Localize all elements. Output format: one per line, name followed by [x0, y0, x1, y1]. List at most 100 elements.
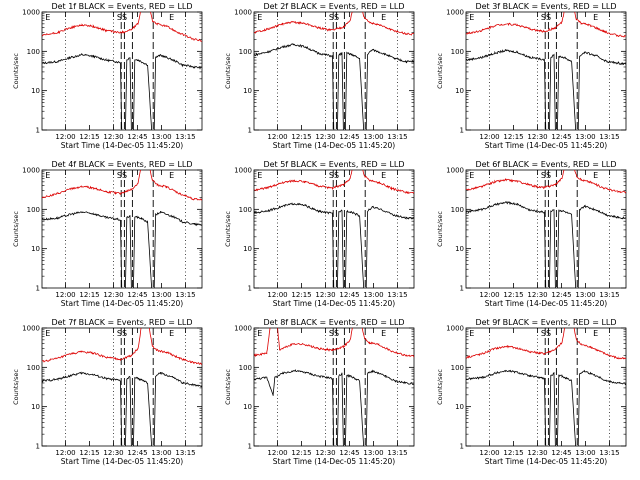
series-events — [466, 369, 626, 446]
flag-marker: E — [169, 329, 174, 338]
x-tick-label: 13:00 — [151, 133, 171, 141]
x-tick-label: 12:15 — [79, 133, 99, 141]
y-tick-label: 10 — [455, 87, 464, 95]
x-axis-label: Start Time (14-Dec-05 11:45:20) — [485, 141, 607, 150]
y-axis-label: Counts/sec — [224, 53, 232, 89]
x-tick-label: 12:30 — [527, 291, 547, 299]
x-tick-label: 12:15 — [291, 291, 311, 299]
y-tick-label: 100 — [451, 364, 464, 372]
panel-1: Det 1f BLACK = Events, RED = LLD 1 10 100 10… — [12, 2, 203, 150]
flag-marker: E — [45, 13, 50, 22]
panel-6: Det 6f BLACK = Events, RED = LLD 1 10 100 10… — [436, 160, 627, 308]
x-tick-label: 12:45 — [339, 449, 359, 457]
y-tick-label: 100 — [239, 206, 252, 214]
y-axis-label: Counts/sec — [12, 211, 20, 247]
y-tick-label: 1000 — [22, 325, 40, 333]
y-tick-label: 1000 — [22, 9, 40, 17]
series-events — [254, 43, 414, 130]
series-events — [466, 49, 626, 130]
y-axis-label: Counts/sec — [12, 369, 20, 405]
y-tick-label: 100 — [451, 48, 464, 56]
x-tick-label: 12:30 — [103, 291, 123, 299]
series-events — [42, 52, 202, 130]
y-axis-label: Counts/sec — [224, 211, 232, 247]
y-tick-label: 1000 — [446, 167, 464, 175]
y-tick-label: 1000 — [22, 167, 40, 175]
panel-4: Det 4f BLACK = Events, RED = LLD 1 10 100 10… — [12, 160, 203, 308]
panel-title: Det 8f BLACK = Events, RED = LLD — [263, 318, 404, 327]
series-lld — [254, 170, 414, 195]
y-tick-label: 1000 — [234, 9, 252, 17]
flag-marker: SS — [329, 13, 339, 22]
panel-title: Det 9f BLACK = Events, RED = LLD — [475, 318, 616, 327]
panel-7: Det 7f BLACK = Events, RED = LLD 1 10 100 10… — [12, 318, 203, 466]
x-tick-label: 13:00 — [363, 449, 383, 457]
x-tick-label: 12:15 — [79, 291, 99, 299]
x-tick-label: 13:00 — [151, 291, 171, 299]
y-tick-label: 1 — [248, 443, 252, 451]
x-tick-label: 12:15 — [291, 133, 311, 141]
panel-title: Det 3f BLACK = Events, RED = LLD — [475, 2, 616, 11]
x-tick-label: 13:15 — [175, 449, 195, 457]
flag-marker: SS — [329, 171, 339, 180]
y-axis-label: Counts/sec — [436, 211, 444, 247]
x-tick-label: 13:15 — [599, 133, 619, 141]
x-tick-label: 12:45 — [127, 449, 147, 457]
y-tick-label: 10 — [455, 245, 464, 253]
series-events — [254, 202, 414, 288]
x-axis-label: Start Time (14-Dec-05 11:45:20) — [485, 457, 607, 466]
x-tick-label: 12:00 — [479, 449, 499, 457]
y-tick-label: 1000 — [234, 325, 252, 333]
x-tick-label: 13:00 — [363, 133, 383, 141]
series-events — [42, 210, 202, 288]
plot-frame — [253, 327, 415, 447]
series-lld — [254, 12, 414, 36]
series-lld — [42, 12, 202, 42]
x-tick-label: 13:15 — [599, 291, 619, 299]
flag-marker: SS — [541, 171, 551, 180]
x-axis-label: Start Time (14-Dec-05 11:45:20) — [61, 299, 183, 308]
x-tick-label: 12:45 — [339, 133, 359, 141]
y-tick-label: 1000 — [446, 325, 464, 333]
x-tick-label: 12:00 — [267, 449, 287, 457]
x-tick-label: 12:30 — [315, 449, 335, 457]
x-tick-label: 12:45 — [127, 291, 147, 299]
y-tick-label: 10 — [31, 245, 40, 253]
y-tick-label: 100 — [27, 364, 40, 372]
x-tick-label: 12:00 — [479, 291, 499, 299]
x-axis-label: Start Time (14-Dec-05 11:45:20) — [273, 141, 395, 150]
x-tick-label: 12:00 — [55, 449, 75, 457]
y-axis-label: Counts/sec — [436, 369, 444, 405]
flag-marker: E — [169, 13, 174, 22]
panel-9: Det 9f BLACK = Events, RED = LLD 1 10 100 10… — [436, 318, 627, 466]
x-tick-label: 12:00 — [267, 133, 287, 141]
y-tick-label: 1 — [248, 285, 252, 293]
flag-marker: E — [469, 171, 474, 180]
series-lld — [466, 170, 626, 194]
series-lld — [466, 328, 626, 360]
x-tick-label: 12:45 — [551, 133, 571, 141]
x-tick-label: 13:15 — [387, 449, 407, 457]
panel-title: Det 2f BLACK = Events, RED = LLD — [263, 2, 404, 11]
x-tick-label: 12:45 — [551, 449, 571, 457]
y-tick-label: 1 — [460, 285, 464, 293]
flag-marker: E — [169, 171, 174, 180]
flag-marker: E — [469, 329, 474, 338]
y-tick-label: 100 — [27, 206, 40, 214]
series-events — [466, 200, 626, 288]
x-tick-label: 12:00 — [479, 133, 499, 141]
flag-marker: E — [593, 329, 598, 338]
y-tick-label: 100 — [239, 364, 252, 372]
x-tick-label: 13:00 — [363, 291, 383, 299]
y-tick-label: 10 — [243, 245, 252, 253]
y-tick-label: 1000 — [234, 167, 252, 175]
x-axis-label: Start Time (14-Dec-05 11:45:20) — [485, 299, 607, 308]
flag-marker: E — [381, 171, 386, 180]
x-tick-label: 13:00 — [575, 133, 595, 141]
flag-marker: E — [45, 329, 50, 338]
y-tick-label: 10 — [243, 87, 252, 95]
x-tick-label: 13:15 — [387, 133, 407, 141]
y-tick-label: 1 — [36, 127, 40, 135]
y-axis-label: Counts/sec — [436, 53, 444, 89]
